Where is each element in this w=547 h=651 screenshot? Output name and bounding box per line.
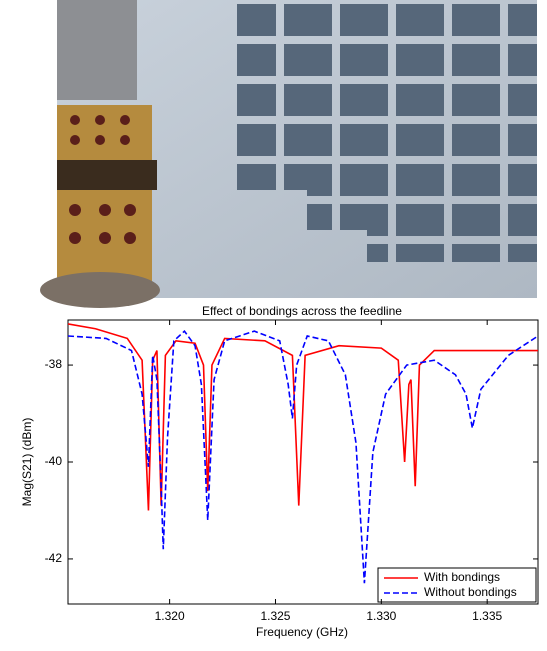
photo [40,0,537,308]
legend-label: Without bondings [424,585,517,599]
y-tick-label: -40 [45,454,63,468]
y-tick-label: -38 [45,357,63,371]
x-tick-label: 1.335 [472,609,502,623]
series-line [68,329,538,584]
legend-label: With bondings [424,570,500,584]
plot-frame [67,319,539,605]
y-axis-label: Mag(S21) (dBm) [20,418,34,507]
x-tick-label: 1.320 [155,609,185,623]
x-tick-label: 1.325 [260,609,290,623]
x-axis-label: Frequency (GHz) [256,625,348,639]
chart-title: Effect of bondings across the feedline [202,304,402,318]
x-tick-label: 1.330 [366,609,396,623]
y-tick-label: -42 [45,551,63,565]
